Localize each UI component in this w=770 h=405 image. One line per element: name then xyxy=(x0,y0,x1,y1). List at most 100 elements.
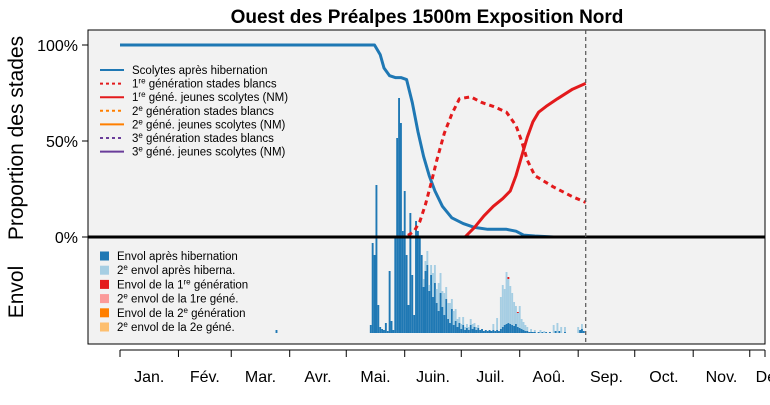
month-label-2: Mar. xyxy=(245,369,276,386)
envol-bar-103 xyxy=(430,265,433,275)
legend-bottom-label-1: 2e envol après hiberna. xyxy=(117,263,235,278)
envol-bar-130 xyxy=(496,318,499,330)
envol-bar-0 xyxy=(275,330,278,333)
month-label-1: Fév. xyxy=(190,369,220,386)
envol-bar-89 xyxy=(537,332,540,333)
envol-bar-68 xyxy=(496,330,499,333)
envol-bar-25 xyxy=(415,221,417,333)
envol-bar-140 xyxy=(516,313,519,327)
envol-bar-137 xyxy=(511,293,514,325)
envol-bar-143 xyxy=(522,322,525,330)
series-line-0 xyxy=(120,43,586,239)
month-label-9: Oct. xyxy=(649,369,678,386)
envol-bar-148 xyxy=(539,330,542,333)
envol-bar-127 xyxy=(475,327,478,330)
envol-bar-118 xyxy=(458,317,461,323)
chart-title: Ouest des Préalpes 1500m Exposition Nord xyxy=(231,7,624,28)
envol-bar-49 xyxy=(460,329,463,333)
envol-bar-126 xyxy=(473,323,476,327)
envol-bar-41 xyxy=(445,299,448,333)
envol-bar-155 xyxy=(581,324,583,329)
envol-bar-16 xyxy=(398,98,400,333)
envol-bar-11 xyxy=(388,271,391,333)
envol-bar-147 xyxy=(533,330,536,332)
month-label-10: Nov. xyxy=(706,369,738,386)
envol-bar-120 xyxy=(462,317,465,325)
month-label-6: Juil. xyxy=(476,369,504,386)
legend-bottom-swatch-1 xyxy=(100,265,109,275)
envol-bar-22 xyxy=(409,213,412,333)
series-line-2 xyxy=(120,82,587,239)
envol-bar-5 xyxy=(377,305,380,333)
envol-bar-91 xyxy=(545,332,548,333)
envol-bars xyxy=(275,98,585,333)
envol-bar-121 xyxy=(464,327,466,330)
envol-bar-60 xyxy=(481,329,483,333)
envol-bar-100 xyxy=(424,261,427,271)
envol-bar-86 xyxy=(530,332,532,333)
envol-bar-10 xyxy=(386,331,389,333)
legend-top-label-1: 1re génération stades blancs xyxy=(132,76,277,91)
envol-bar-131 xyxy=(499,297,502,329)
envol-bar-13 xyxy=(392,330,395,333)
envol-bar-123 xyxy=(467,327,470,330)
envol-bar-115 xyxy=(452,311,455,325)
legend-bottom-label-5: 2e envol de la 2e géné. xyxy=(117,320,235,335)
envol-bar-109 xyxy=(441,291,444,307)
envol-bar-54 xyxy=(469,325,472,333)
envol-bar-65 xyxy=(490,331,493,333)
month-label-3: Avr. xyxy=(304,369,331,386)
envol-bar-92 xyxy=(548,332,551,333)
envol-bar-125 xyxy=(471,324,474,329)
envol-bar-114 xyxy=(450,299,453,309)
envol-bar-108 xyxy=(439,273,442,293)
envol-bar-93 xyxy=(554,331,557,333)
envol-bar-70 xyxy=(499,329,502,333)
envol-bar-12 xyxy=(390,321,393,333)
envol-bar-73 xyxy=(505,324,508,333)
y-axis-label-top: Proportion des stades xyxy=(5,36,28,240)
envol-bar-6 xyxy=(379,327,382,333)
envol-bar-18 xyxy=(401,231,404,333)
envol-bar-34 xyxy=(432,297,434,333)
envol-bar-59 xyxy=(479,330,482,333)
envol-bar-122 xyxy=(465,324,468,328)
envol-bar-95 xyxy=(564,332,566,333)
envol-bar-97 xyxy=(581,329,583,333)
envol-bar-153 xyxy=(564,327,566,332)
envol-bar-56 xyxy=(473,327,476,333)
envol-bar-33 xyxy=(430,275,433,333)
legend-bottom-swatch-0 xyxy=(100,251,109,261)
envol-bar-19 xyxy=(403,191,406,333)
envol-bar-124 xyxy=(469,319,472,325)
month-label-7: Aoû. xyxy=(532,369,565,386)
envol-bar-151 xyxy=(556,323,559,333)
envol-bar-26 xyxy=(416,231,419,333)
envol-bar-156 xyxy=(507,277,510,279)
envol-bar-23 xyxy=(411,275,414,333)
envol-bar-29 xyxy=(422,287,425,333)
envol-bar-133 xyxy=(503,289,506,325)
month-label-8: Sep. xyxy=(590,369,623,386)
envol-bar-106 xyxy=(435,289,438,303)
envol-bar-84 xyxy=(526,331,529,333)
envol-bar-101 xyxy=(426,251,429,265)
envol-bar-66 xyxy=(492,330,495,333)
envol-bar-69 xyxy=(498,331,500,333)
y-tick-label-0: 0% xyxy=(55,230,78,247)
envol-bar-58 xyxy=(477,328,480,333)
envol-bar-88 xyxy=(533,332,536,333)
legend-bottom-label-0: Envol après hibernation xyxy=(117,251,238,263)
envol-bar-46 xyxy=(454,321,457,333)
envol-bar-27 xyxy=(418,237,421,333)
envol-bar-72 xyxy=(503,325,506,333)
envol-bar-141 xyxy=(518,306,521,328)
legend-bottom-label-2: Envol de la 1re génération xyxy=(117,277,248,292)
envol-bar-52 xyxy=(465,328,468,333)
envol-bar-38 xyxy=(439,293,442,333)
y-axis-label-bottom: Envol xyxy=(5,266,28,319)
month-label-11: Déc xyxy=(756,369,770,386)
envol-bar-157 xyxy=(516,312,519,313)
